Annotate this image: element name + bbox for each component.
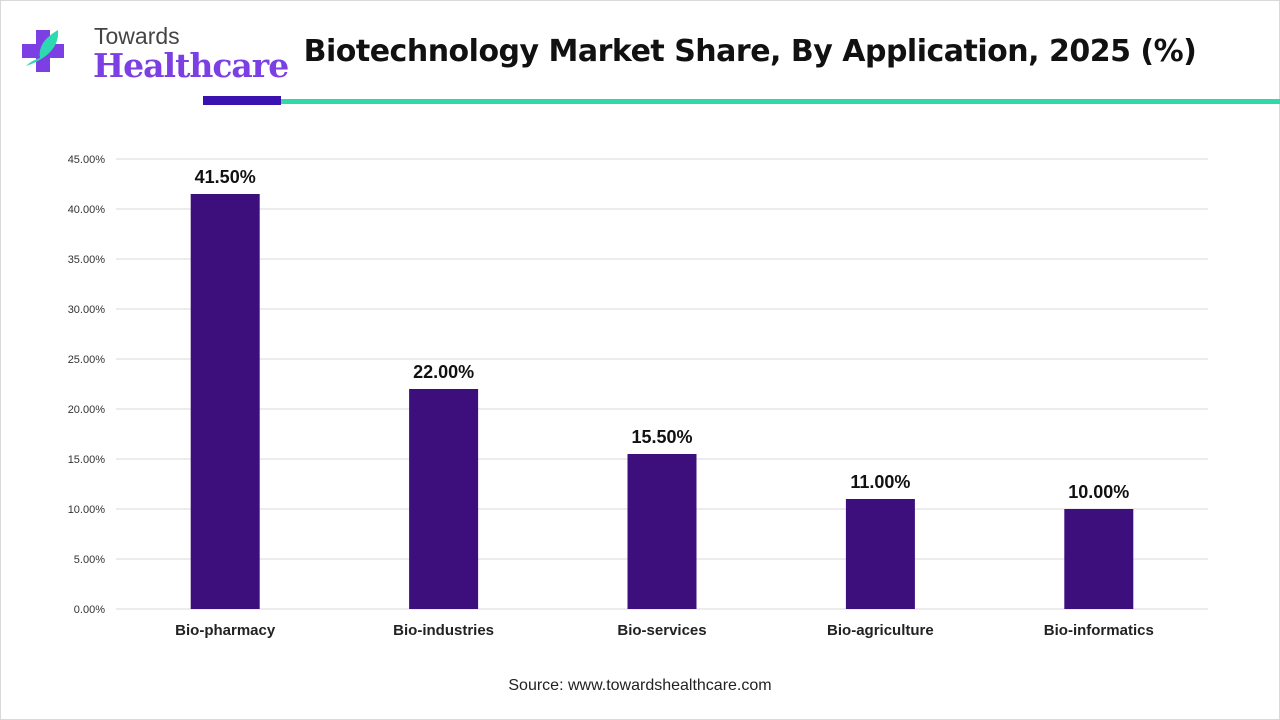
y-tick-label: 35.00%	[68, 254, 106, 266]
accent-bar-teal	[281, 99, 1280, 104]
y-tick-label: 25.00%	[68, 354, 106, 366]
y-tick-label: 45.00%	[68, 154, 106, 166]
logo-towards: Towards	[94, 23, 180, 49]
data-label: 41.50%	[195, 167, 256, 187]
bar	[845, 499, 915, 609]
x-tick-label: Bio-agriculture	[827, 622, 934, 639]
chart-title: Biotechnology Market Share, By Applicati…	[303, 34, 1197, 69]
y-tick-label: 15.00%	[68, 454, 106, 466]
logo: Towards Healthcare	[20, 22, 289, 85]
data-label: 11.00%	[850, 472, 910, 492]
bar	[1064, 509, 1134, 609]
y-tick-label: 0.00%	[74, 604, 105, 616]
bar	[409, 389, 479, 609]
data-label: 22.00%	[413, 362, 474, 382]
bar	[627, 454, 697, 609]
logo-healthcare: Healthcare	[93, 46, 289, 85]
x-tick-label: Bio-informatics	[1044, 622, 1154, 639]
y-tick-label: 40.00%	[68, 204, 106, 216]
x-tick-label: Bio-services	[617, 622, 706, 639]
y-tick-label: 20.00%	[68, 404, 106, 416]
x-tick-label: Bio-pharmacy	[175, 622, 276, 639]
cross-leaf-icon	[22, 30, 64, 72]
bar	[190, 194, 260, 609]
data-label: 10.00%	[1068, 482, 1129, 502]
source-note: Source: www.towardshealthcare.com	[508, 677, 772, 694]
data-label: 15.50%	[631, 427, 692, 447]
y-tick-label: 5.00%	[74, 554, 105, 566]
y-tick-label: 30.00%	[68, 304, 106, 316]
x-tick-label: Bio-industries	[393, 622, 494, 639]
accent-bar-dark	[203, 96, 281, 105]
y-tick-label: 10.00%	[68, 504, 106, 516]
